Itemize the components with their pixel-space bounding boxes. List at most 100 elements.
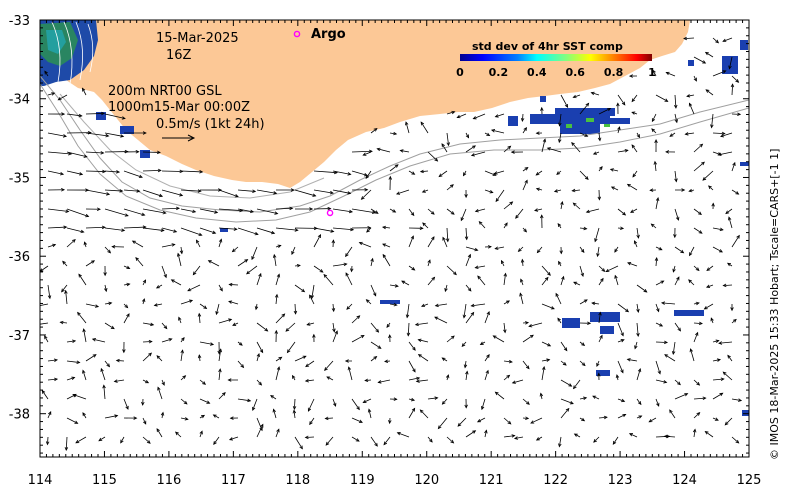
current-arrow [572,94,581,99]
current-arrow-shaft [351,150,373,153]
current-arrow-shaft [465,371,468,381]
current-arrow-shaft [370,322,379,333]
current-arrow [572,379,581,390]
current-arrow-head [364,378,369,383]
current-arrow-head [233,227,238,231]
y-tick-label: -38 [9,408,30,423]
current-arrow-shaft [47,244,56,248]
current-arrow [484,369,489,381]
current-arrow [293,303,298,315]
current-arrow [85,260,96,267]
current-arrow-head [442,236,446,241]
current-arrow-shaft [438,417,448,429]
current-arrow-shaft [256,208,278,215]
current-arrow-head [472,430,477,434]
current-arrow-head [150,322,155,327]
current-arrow-head [345,253,349,258]
current-arrow [712,358,721,362]
current-arrow [520,258,525,267]
current-arrow-head [562,361,567,366]
current-arrow-head [232,322,237,326]
current-arrow [446,184,454,191]
current-arrow-head [494,114,499,118]
current-arrow-head [126,282,131,287]
current-arrow-head [173,229,178,233]
current-arrow-head [520,278,524,283]
current-arrow-head [124,213,129,217]
current-arrow-shaft [161,338,172,343]
current-arrow [237,341,243,346]
current-arrow-head [659,323,664,327]
current-arrow-head [553,189,558,193]
current-arrow [446,265,457,276]
current-arrow-head [434,303,439,308]
current-arrow-head [156,150,161,155]
current-arrow-shaft [484,170,496,176]
current-arrow-shaft [541,139,546,153]
current-arrow-shaft [723,284,733,287]
current-arrow [275,366,281,381]
current-arrow-shaft [446,335,455,343]
current-arrow-shaft [232,246,239,252]
current-arrow-head [725,210,730,215]
current-arrow-head [289,206,294,211]
current-arrow-head [365,175,370,180]
current-arrow [536,246,543,254]
current-arrow [381,225,391,230]
current-arrow-shaft [383,436,391,445]
current-arrow-shaft [705,89,714,96]
current-arrow [693,396,707,401]
current-arrow-head [704,51,709,56]
current-arrow-shaft [218,392,226,400]
current-arrow-head [735,191,740,195]
current-arrow [535,436,543,441]
current-arrow [718,341,733,345]
current-arrow-shaft [674,246,684,254]
current-arrow-shaft [484,430,487,438]
current-arrow-shaft [481,398,486,410]
current-arrow [494,113,505,118]
current-arrow-shaft [596,360,600,367]
current-arrow-head [738,398,743,402]
current-arrow-shaft [218,208,243,212]
current-arrow-shaft [655,246,663,251]
current-arrow-shaft [495,113,505,118]
current-arrow-shaft [418,354,429,362]
current-arrow-shaft [82,412,87,419]
current-arrow-head [82,369,86,374]
current-arrow-head [465,134,470,139]
current-arrow [419,169,429,174]
current-arrow [553,189,562,193]
current-arrow-head [449,184,454,188]
current-arrow-shaft [275,313,285,324]
current-arrow [275,273,281,286]
current-arrow-head [388,420,392,425]
current-arrow [541,358,551,362]
current-arrow [560,341,568,352]
current-arrow-head [366,228,370,233]
current-arrow-head [599,166,603,170]
current-arrow-head [710,124,714,129]
current-arrow-head [592,151,597,155]
current-arrow-head [508,359,513,364]
current-arrow [427,259,431,267]
current-arrow-shaft [47,151,72,155]
current-arrow-shaft [669,409,676,419]
current-arrow-shaft [256,189,277,194]
current-arrow-head [85,213,90,218]
current-arrow-shaft [579,227,587,230]
current-arrow-shaft [557,318,562,324]
current-arrow [142,379,150,384]
current-arrow [711,202,715,210]
current-arrow-head [450,335,455,340]
current-arrow-head [62,134,68,138]
current-arrow-shaft [157,387,163,400]
current-arrow-shaft [503,375,510,381]
current-arrow-head [107,249,112,254]
current-arrow [728,56,733,70]
current-arrow-head [706,267,711,271]
current-arrow-head [334,330,338,335]
current-arrow [45,436,50,446]
current-arrow-shaft [98,436,106,442]
